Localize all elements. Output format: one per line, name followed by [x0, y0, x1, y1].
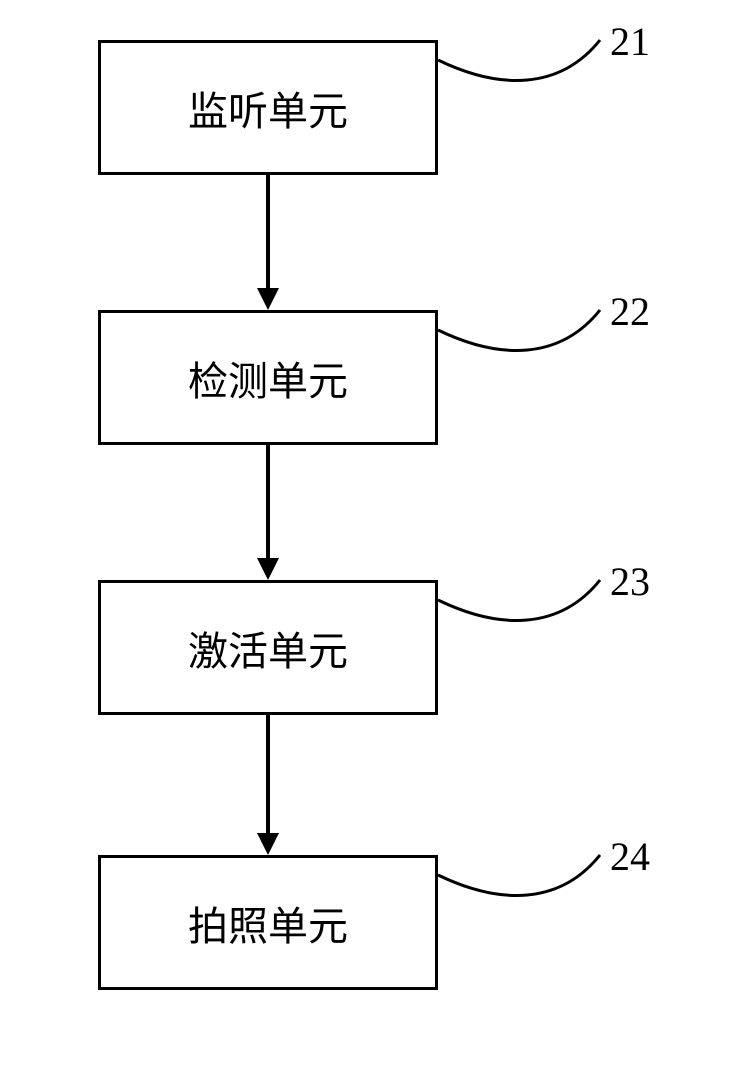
leader-4-icon: [0, 0, 746, 1090]
ref-label-4: 24: [610, 833, 650, 880]
